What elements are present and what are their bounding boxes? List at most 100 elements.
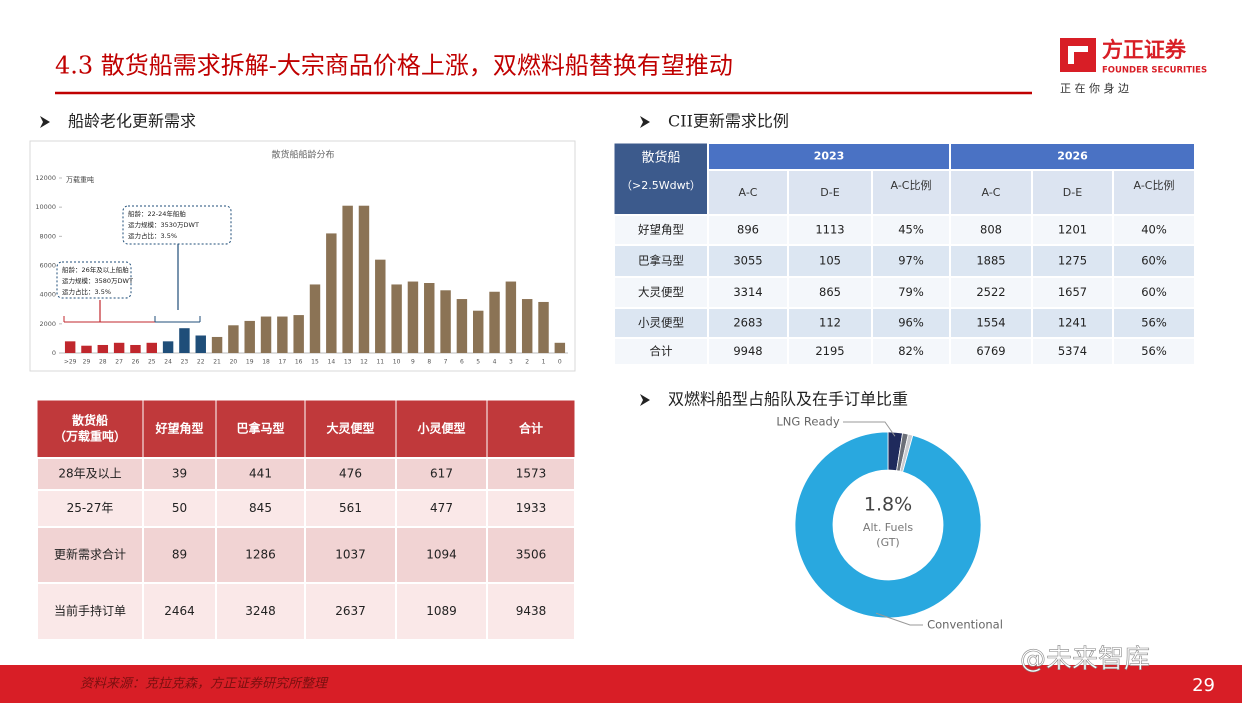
table-cell <box>787 307 873 339</box>
table-cell <box>1031 307 1114 339</box>
corner-cell <box>613 142 709 216</box>
cell-text: 25-27年 <box>67 501 114 515</box>
bracket <box>154 316 201 323</box>
cell-text: 808 <box>980 223 1002 237</box>
bar <box>162 341 174 353</box>
cell-text: 2683 <box>733 316 762 330</box>
bar <box>342 205 353 353</box>
header-text: （>2.5Wdwt） <box>621 179 701 192</box>
cell-text: 1657 <box>1058 285 1087 299</box>
cell-text: 3248 <box>245 604 276 618</box>
bar <box>244 320 255 353</box>
cell-text: 2522 <box>976 285 1005 299</box>
x-tick-label: 12 <box>360 359 368 366</box>
section-bullet <box>640 116 650 128</box>
x-tick-label: 15 <box>311 359 319 366</box>
x-tick-label: 23 <box>181 359 189 366</box>
cell-text: 更新需求合计 <box>54 547 126 562</box>
donut-label: Conventional <box>927 618 1003 632</box>
x-tick-label: 16 <box>295 359 303 366</box>
cell-text: 40% <box>1141 223 1167 237</box>
cell-text: 3314 <box>733 285 762 299</box>
x-tick-label: 10 <box>393 359 401 366</box>
bar <box>309 284 321 353</box>
table-cell <box>1031 244 1114 278</box>
table-cell <box>949 244 1033 278</box>
y-tick-label: 6000 <box>39 262 56 270</box>
bar <box>146 342 157 353</box>
section-heading: 船龄老化更新需求 <box>68 112 196 131</box>
donut-center-label: Alt. Fuels <box>863 521 913 534</box>
header-text: 2026 <box>1057 150 1088 163</box>
cell-text: 97% <box>898 254 924 268</box>
header-text: 小灵便型 <box>417 421 465 436</box>
x-tick-label: >29 <box>64 359 77 366</box>
logo-english: FOUNDER SECURITIES <box>1102 66 1207 76</box>
cell-text: 1885 <box>976 254 1005 268</box>
cell-text: 39 <box>172 467 187 481</box>
cell-text: 6769 <box>976 344 1005 358</box>
header-cell <box>36 399 144 459</box>
cell-text: 大灵便型 <box>638 285 684 299</box>
header-text: A-C比例 <box>1134 178 1175 192</box>
x-tick-label: 14 <box>328 359 336 366</box>
x-tick-label: 29 <box>83 359 91 366</box>
table-cell <box>215 582 306 641</box>
x-tick-label: 8 <box>427 359 431 366</box>
cell-text: 9948 <box>733 344 762 358</box>
cell-text: 5374 <box>1058 344 1087 358</box>
annotation-box <box>122 205 232 245</box>
table-cell <box>613 307 709 339</box>
cell-text: 617 <box>430 467 453 481</box>
section-bullet <box>40 116 50 128</box>
source-note: 资料来源：克拉克森，方正证券研究所整理 <box>80 676 329 692</box>
table-cell <box>1112 276 1196 309</box>
header-text: A-C比例 <box>891 178 932 192</box>
header-text: 散货船 <box>72 413 108 428</box>
slide-title: 4.3 散货船需求拆解-大宗商品价格上涨，双燃料船替换有望推动 <box>55 52 733 80</box>
cell-text: 56% <box>1141 344 1167 358</box>
bar <box>375 259 386 353</box>
chart-title: 散货船船龄分布 <box>271 149 334 161</box>
logo-text: 方正证券 <box>1102 38 1187 62</box>
cell-text: 巴拿马型 <box>638 254 684 268</box>
header-text: 巴拿马型 <box>236 421 284 436</box>
cell-text: 60% <box>1141 254 1167 268</box>
footer-band <box>0 665 1242 703</box>
cell-text: 561 <box>339 501 362 515</box>
cell-text: 3055 <box>733 254 762 268</box>
annotation-text: 运力规模：3580万DWT <box>62 276 133 285</box>
x-tick-label: 13 <box>344 359 352 366</box>
bar <box>456 299 468 353</box>
header-text: 2023 <box>814 150 845 163</box>
table-cell <box>395 489 488 528</box>
cell-text: 1241 <box>1058 316 1087 330</box>
year-cell <box>949 142 1196 171</box>
donut-center-label: (GT) <box>876 536 899 549</box>
header-text: 散货船 <box>641 150 680 166</box>
header-cell <box>142 399 217 459</box>
header-cell <box>215 399 306 459</box>
bar <box>538 301 549 353</box>
y-tick-label: 10000 <box>35 203 56 211</box>
table-cell <box>486 582 576 641</box>
cell-text: 3506 <box>516 548 547 562</box>
bar <box>326 233 337 353</box>
section-heading: 双燃料船型占船队及在手订单比重 <box>668 390 908 409</box>
bar <box>440 290 451 353</box>
cell-text: 105 <box>819 254 841 268</box>
bar <box>489 291 500 353</box>
y-axis-label: 万载重吨 <box>66 175 94 184</box>
slogan: 正 在 你 身 边 <box>1060 81 1129 95</box>
header-text: D-E <box>1063 186 1082 199</box>
cell-text: 50 <box>172 501 187 515</box>
cell-text: 56% <box>1141 316 1167 330</box>
cell-text: 96% <box>898 316 924 330</box>
cell-text: 79% <box>898 285 924 299</box>
cell-text: 89 <box>172 548 187 562</box>
cell-text: 28年及以上 <box>58 467 121 481</box>
header-text: 大灵便型 <box>326 421 374 436</box>
cell-text: 1286 <box>245 548 276 562</box>
y-tick-label: 8000 <box>39 232 56 240</box>
